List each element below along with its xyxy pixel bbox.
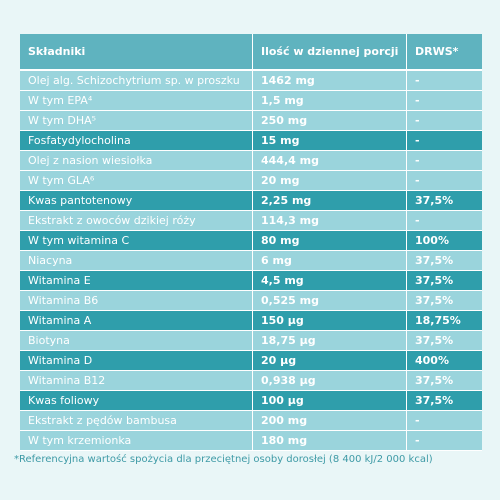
amount-cell: 20 mg — [253, 171, 407, 190]
amount-cell: 4,5 mg — [253, 271, 407, 290]
table-row: Witamina D 20 µg 400% — [20, 351, 482, 371]
amount-cell: 1462 mg — [253, 71, 407, 90]
drws-cell: - — [415, 434, 420, 447]
amount-cell: 2,25 mg — [253, 191, 407, 210]
footnote: *Referencyjna wartość spożycia dla przec… — [14, 454, 433, 465]
drws-cell: 18,75% — [415, 314, 461, 327]
amount-cell: 250 mg — [253, 111, 407, 130]
drws-cell: 37,5% — [415, 394, 454, 407]
table-row: W tym witamina C 80 mg 100% — [20, 231, 482, 251]
table-row: Witamina B6 0,525 mg 37,5% — [20, 291, 482, 311]
drws-cell: - — [415, 94, 420, 107]
ingredient-cell: W tym DHA⁵ — [20, 111, 253, 130]
drws-cell: 400% — [415, 354, 449, 367]
amount-cell: 0,938 µg — [253, 371, 407, 390]
table-row: Biotyna 18,75 µg 37,5% — [20, 331, 482, 351]
drws-cell: - — [415, 154, 420, 167]
drws-cell: 37,5% — [415, 254, 454, 267]
ingredient-cell: Witamina A — [20, 311, 253, 330]
amount-cell: 6 mg — [253, 251, 407, 270]
table-row: Olej z nasion wiesiołka 444,4 mg - — [20, 151, 482, 171]
table-body: Olej alg. Schizochytrium sp. w proszku 14… — [20, 71, 482, 451]
drws-cell: - — [415, 214, 420, 227]
ingredient-cell: Kwas pantotenowy — [20, 191, 253, 210]
table-row: W tym DHA⁵ 250 mg - — [20, 111, 482, 131]
drws-cell: - — [415, 414, 420, 427]
ingredient-cell: W tym krzemionka — [20, 431, 253, 450]
table-row: Witamina E 4,5 mg 37,5% — [20, 271, 482, 291]
table-header: Składniki Ilość w dziennej porcji DRWS* — [20, 34, 482, 71]
amount-cell: 0,525 mg — [253, 291, 407, 310]
header-daily-amount: Ilość w dziennej porcji — [253, 34, 407, 69]
amount-cell: 80 mg — [253, 231, 407, 250]
header-drws: DRWS* — [415, 45, 459, 58]
ingredient-cell: Witamina E — [20, 271, 253, 290]
drws-cell: 37,5% — [415, 194, 454, 207]
amount-cell: 18,75 µg — [253, 331, 407, 350]
amount-cell: 150 µg — [253, 311, 407, 330]
amount-cell: 1,5 mg — [253, 91, 407, 110]
ingredient-cell: Fosfatydylocholina — [20, 131, 253, 150]
table-row: W tym krzemionka 180 mg - — [20, 431, 482, 451]
table-row: Fosfatydylocholina 15 mg - — [20, 131, 482, 151]
table-row: Olej alg. Schizochytrium sp. w proszku 14… — [20, 71, 482, 91]
header-ingredients: Składniki — [20, 34, 253, 69]
ingredient-cell: Witamina B12 — [20, 371, 253, 390]
ingredient-cell: Ekstrakt z pędów bambusa — [20, 411, 253, 430]
ingredient-cell: W tym GLA⁶ — [20, 171, 253, 190]
table-row: Niacyna 6 mg 37,5% — [20, 251, 482, 271]
ingredient-cell: Witamina D — [20, 351, 253, 370]
drws-cell: 37,5% — [415, 294, 454, 307]
table-row: W tym GLA⁶ 20 mg - — [20, 171, 482, 191]
table-row: Ekstrakt z owoców dzikiej róży 114,3 mg - — [20, 211, 482, 231]
table-row: Kwas foliowy 100 µg 37,5% — [20, 391, 482, 411]
ingredient-cell: Kwas foliowy — [20, 391, 253, 410]
amount-cell: 100 µg — [253, 391, 407, 410]
ingredient-cell: Ekstrakt z owoców dzikiej róży — [20, 211, 253, 230]
drws-cell: 100% — [415, 234, 449, 247]
drws-cell: - — [415, 114, 420, 127]
amount-cell: 200 mg — [253, 411, 407, 430]
drws-cell: 37,5% — [415, 334, 454, 347]
ingredient-cell: Biotyna — [20, 331, 253, 350]
ingredient-cell: Olej z nasion wiesiołka — [20, 151, 253, 170]
table-row: Witamina B12 0,938 µg 37,5% — [20, 371, 482, 391]
amount-cell: 20 µg — [253, 351, 407, 370]
drws-cell: 37,5% — [415, 374, 454, 387]
ingredient-cell: Olej alg. Schizochytrium sp. w proszku — [20, 71, 253, 90]
table-row: Kwas pantotenowy 2,25 mg 37,5% — [20, 191, 482, 211]
drws-cell: - — [415, 134, 420, 147]
drws-cell: 37,5% — [415, 274, 454, 287]
table-row: Ekstrakt z pędów bambusa 200 mg - — [20, 411, 482, 431]
ingredient-cell: W tym witamina C — [20, 231, 253, 250]
amount-cell: 444,4 mg — [253, 151, 407, 170]
nutrition-table: Składniki Ilość w dziennej porcji DRWS* … — [20, 34, 482, 451]
ingredient-cell: W tym EPA⁴ — [20, 91, 253, 110]
drws-cell: - — [415, 74, 420, 87]
amount-cell: 114,3 mg — [253, 211, 407, 230]
ingredient-cell: Witamina B6 — [20, 291, 253, 310]
drws-cell: - — [415, 174, 420, 187]
amount-cell: 180 mg — [253, 431, 407, 450]
amount-cell: 15 mg — [253, 131, 407, 150]
table-row: Witamina A 150 µg 18,75% — [20, 311, 482, 331]
ingredient-cell: Niacyna — [20, 251, 253, 270]
table-row: W tym EPA⁴ 1,5 mg - — [20, 91, 482, 111]
